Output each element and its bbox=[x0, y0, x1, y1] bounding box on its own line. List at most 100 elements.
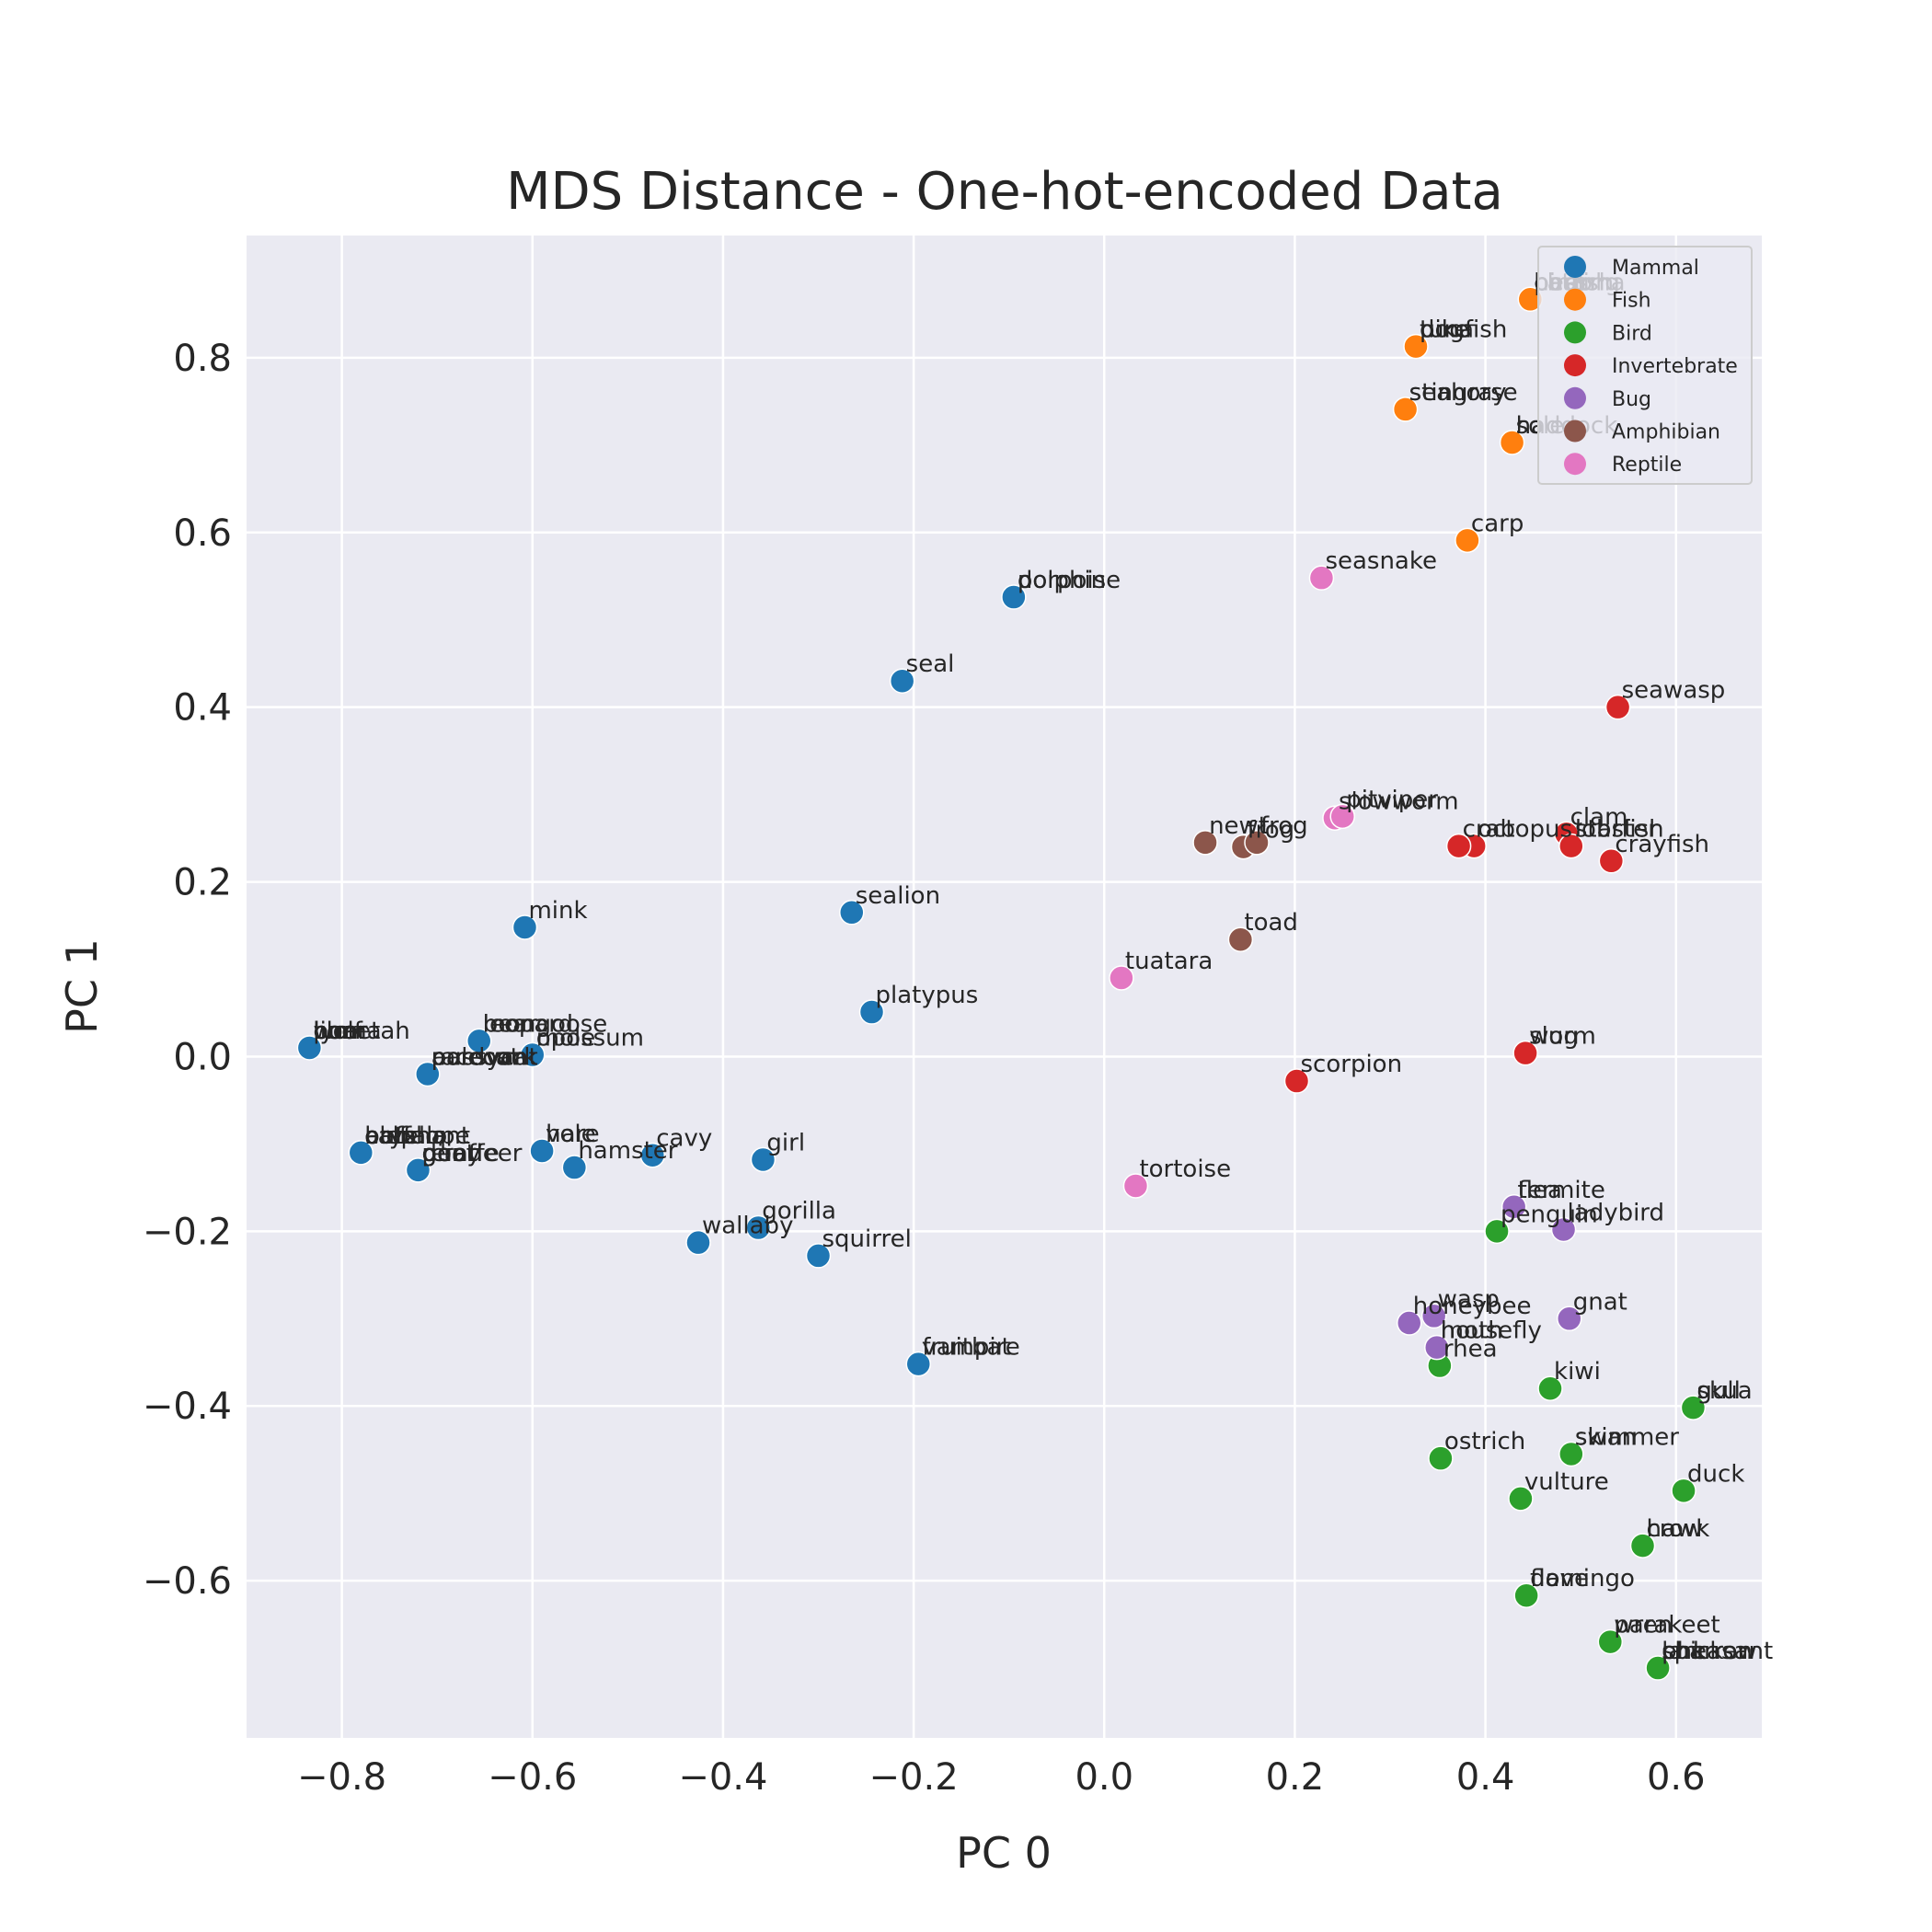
point-label: frog bbox=[1260, 812, 1308, 840]
data-point-reptile bbox=[1109, 965, 1134, 991]
data-point-bug bbox=[1424, 1334, 1450, 1361]
data-point-bird bbox=[1537, 1375, 1563, 1401]
data-point-reptile bbox=[1122, 1173, 1149, 1199]
point-label: gull bbox=[1696, 1377, 1740, 1405]
point-label: scorpion bbox=[1301, 1051, 1403, 1078]
point-label: mongoose bbox=[483, 1010, 608, 1038]
legend-marker-bird bbox=[1564, 321, 1586, 344]
legend-label: Amphibian bbox=[1612, 421, 1720, 444]
point-label: buffalo bbox=[364, 1122, 447, 1150]
point-label: crow bbox=[1647, 1515, 1704, 1543]
point-label: stingray bbox=[1409, 379, 1507, 407]
point-label: raccoon bbox=[431, 1043, 527, 1071]
point-label: hawk bbox=[1647, 1515, 1710, 1543]
data-point-mammal bbox=[296, 1035, 323, 1061]
point-label: tuatara bbox=[1125, 948, 1213, 975]
point-label: lobster bbox=[1575, 816, 1658, 844]
point-label: giraffe bbox=[421, 1140, 499, 1167]
point-label: girl bbox=[766, 1129, 805, 1156]
data-point-amphibian bbox=[1192, 830, 1218, 856]
point-label: crab bbox=[1463, 816, 1515, 844]
point-label: termite bbox=[1518, 1177, 1605, 1204]
data-point-mammal bbox=[839, 900, 865, 926]
point-label: tuna bbox=[1420, 316, 1474, 344]
data-point-mammal bbox=[685, 1229, 711, 1256]
x-axis-title: PC 0 bbox=[956, 1828, 1052, 1878]
data-point-mammal bbox=[745, 1214, 772, 1241]
data-point-mammal bbox=[858, 999, 885, 1025]
legend-box bbox=[1537, 246, 1753, 485]
point-label: gorilla bbox=[762, 1198, 836, 1225]
data-point-bug bbox=[1420, 1303, 1447, 1329]
point-label: dolphin bbox=[1018, 567, 1106, 594]
data-point-bird bbox=[1680, 1395, 1707, 1420]
data-point-bird bbox=[1558, 1441, 1584, 1467]
point-label: flea bbox=[1518, 1177, 1562, 1204]
point-label: vulture bbox=[1524, 1468, 1609, 1496]
point-label: wasp bbox=[1438, 1285, 1500, 1313]
point-label: elephant bbox=[364, 1122, 470, 1150]
point-label: mink bbox=[528, 897, 587, 925]
data-point-mammal bbox=[805, 1243, 832, 1269]
point-label: oryx bbox=[364, 1122, 417, 1150]
point-label: pussycat bbox=[431, 1043, 538, 1071]
point-label: seahorse bbox=[1409, 379, 1518, 407]
point-label: hare bbox=[546, 1121, 600, 1148]
data-point-bug bbox=[1501, 1194, 1527, 1220]
point-label: ostrich bbox=[1444, 1428, 1525, 1455]
x-tick-label: 0.6 bbox=[1647, 1756, 1706, 1799]
data-point-fish bbox=[1455, 527, 1480, 554]
point-label: porpoise bbox=[1018, 567, 1121, 594]
data-point-mammal bbox=[512, 914, 538, 940]
point-label: housefly bbox=[1441, 1317, 1542, 1345]
point-label: lynx bbox=[313, 1018, 362, 1045]
legend-label: Invertebrate bbox=[1612, 355, 1738, 378]
point-label: cheetah bbox=[313, 1018, 409, 1045]
y-tick-label: 0.6 bbox=[173, 512, 232, 555]
y-tick-label: −0.2 bbox=[143, 1211, 232, 1253]
legend-marker-bug bbox=[1564, 386, 1586, 409]
chart-title: MDS Distance - One-hot-encoded Data bbox=[506, 162, 1503, 222]
legend-marker-amphibian bbox=[1564, 420, 1586, 443]
point-label: flamingo bbox=[1530, 1565, 1635, 1593]
data-point-invertebrate bbox=[1512, 1040, 1538, 1066]
data-point-invertebrate bbox=[1604, 694, 1631, 720]
point-label: honeybee bbox=[1413, 1293, 1532, 1320]
data-point-fish bbox=[1403, 333, 1429, 360]
grid-lines bbox=[247, 236, 1762, 1738]
data-point-bird bbox=[1597, 1628, 1624, 1655]
point-label: fruitbat bbox=[922, 1334, 1010, 1362]
plot-area bbox=[247, 236, 1762, 1738]
legend-marker-reptile bbox=[1564, 453, 1586, 476]
point-label: octopus bbox=[1478, 816, 1572, 844]
data-point-mammal bbox=[520, 1041, 546, 1068]
data-point-reptile bbox=[1308, 565, 1335, 591]
point-label: pony bbox=[421, 1140, 480, 1167]
legend-label: Bird bbox=[1612, 322, 1652, 345]
data-point-mammal bbox=[466, 1028, 492, 1054]
point-label: skua bbox=[1696, 1377, 1752, 1405]
point-label: ladybird bbox=[1568, 1199, 1665, 1226]
point-label: hamster bbox=[578, 1137, 677, 1165]
x-tick-label: 0.0 bbox=[1075, 1756, 1133, 1799]
data-point-mammal bbox=[905, 1351, 932, 1377]
data-point-bird bbox=[1645, 1655, 1671, 1681]
point-label: slowworm bbox=[1339, 788, 1459, 815]
legend-label: Fish bbox=[1612, 290, 1651, 313]
data-point-bird bbox=[1428, 1445, 1454, 1471]
x-tick-label: −0.2 bbox=[869, 1756, 959, 1799]
legend-marker-invertebrate bbox=[1564, 354, 1586, 377]
point-label: goat bbox=[421, 1140, 476, 1167]
y-tick-label: −0.6 bbox=[143, 1560, 232, 1603]
data-point-bird bbox=[1508, 1486, 1534, 1512]
x-tick-label: 0.4 bbox=[1456, 1756, 1515, 1799]
point-label: lark bbox=[1662, 1638, 1707, 1665]
legend-label: Mammal bbox=[1612, 257, 1699, 280]
point-label: opossum bbox=[536, 1025, 644, 1052]
data-point-bug bbox=[1557, 1305, 1582, 1332]
data-point-bug bbox=[1396, 1310, 1422, 1336]
data-point-amphibian bbox=[1244, 830, 1270, 856]
x-tick-label: −0.6 bbox=[488, 1756, 577, 1799]
point-label: pheasant bbox=[1662, 1638, 1773, 1665]
